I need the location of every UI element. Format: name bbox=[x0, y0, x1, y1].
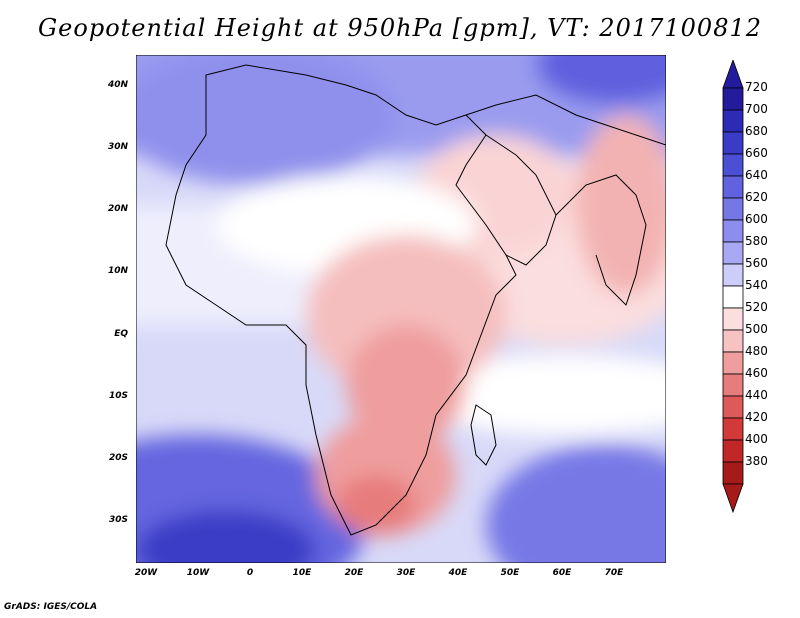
colorbar-label-440: 440 bbox=[745, 388, 768, 402]
colorbar-swatch-620 bbox=[722, 197, 744, 221]
colorbar-swatch-660 bbox=[722, 153, 744, 177]
lat-label-30s: 30S bbox=[108, 515, 128, 525]
lat-label-10n: 10N bbox=[107, 266, 128, 276]
colorbar-bottom-arrow bbox=[722, 483, 744, 514]
grads-credit: GrADS: IGES/COLA bbox=[4, 602, 98, 612]
colorbar-label-620: 620 bbox=[745, 190, 768, 204]
colorbar-swatch-440 bbox=[722, 395, 744, 419]
colorbar-swatch-680 bbox=[722, 131, 744, 155]
colorbar-swatch-380 bbox=[722, 461, 744, 485]
colorbar-label-560: 560 bbox=[745, 256, 768, 270]
lon-label-50e: 50E bbox=[500, 568, 520, 578]
colorbar-swatch-540 bbox=[722, 285, 744, 309]
lat-label-40n: 40N bbox=[107, 80, 128, 90]
lon-label-60e: 60E bbox=[552, 568, 572, 578]
coastline-outlines bbox=[165, 64, 666, 536]
colorbar-label-600: 600 bbox=[745, 212, 768, 226]
colorbar-swatch-580 bbox=[722, 241, 744, 265]
colorbar-swatch-480 bbox=[722, 351, 744, 375]
colorbar-top-arrow bbox=[722, 60, 744, 89]
colorbar-swatch-500 bbox=[722, 329, 744, 353]
colorbar-label-540: 540 bbox=[745, 278, 768, 292]
colorbar-swatch-600 bbox=[722, 219, 744, 243]
lon-label-10w: 10W bbox=[186, 568, 210, 578]
colorbar-swatch-460 bbox=[722, 373, 744, 397]
lat-label-10s: 10S bbox=[108, 391, 128, 401]
colorbar-label-400: 400 bbox=[745, 432, 768, 446]
colorbar-label-480: 480 bbox=[745, 344, 768, 358]
colorbar-swatch-700 bbox=[722, 109, 744, 133]
colorbar-label-380: 380 bbox=[745, 454, 768, 468]
chart-title: Geopotential Height at 950hPa [gpm], VT:… bbox=[38, 14, 762, 42]
colorbar-swatch-520 bbox=[722, 307, 744, 331]
lon-label-40e: 40E bbox=[448, 568, 468, 578]
colorbar-label-580: 580 bbox=[745, 234, 768, 248]
lat-label-30n: 30N bbox=[107, 142, 128, 152]
lon-label-20w: 20W bbox=[134, 568, 158, 578]
lat-label-20n: 20N bbox=[107, 204, 128, 214]
colorbar-label-640: 640 bbox=[745, 168, 768, 182]
colorbar-swatch-420 bbox=[722, 417, 744, 441]
colorbar-label-520: 520 bbox=[745, 300, 768, 314]
colorbar bbox=[722, 60, 744, 514]
colorbar-label-720: 720 bbox=[745, 80, 768, 94]
colorbar-swatch-720 bbox=[722, 87, 744, 111]
lon-label-30e: 30E bbox=[396, 568, 416, 578]
colorbar-label-660: 660 bbox=[745, 146, 768, 160]
colorbar-swatch-560 bbox=[722, 263, 744, 287]
colorbar-label-420: 420 bbox=[745, 410, 768, 424]
colorbar-swatch-640 bbox=[722, 175, 744, 199]
height-field-shading bbox=[136, 55, 666, 563]
colorbar-label-500: 500 bbox=[745, 322, 768, 336]
colorbar-label-460: 460 bbox=[745, 366, 768, 380]
lon-label-0: 0 bbox=[246, 568, 254, 578]
lat-label-20s: 20S bbox=[108, 453, 128, 463]
lon-label-70e: 70E bbox=[604, 568, 624, 578]
colorbar-label-700: 700 bbox=[745, 102, 768, 116]
lon-label-10e: 10E bbox=[292, 568, 312, 578]
lat-label-eq: EQ bbox=[114, 329, 128, 339]
colorbar-swatch-400 bbox=[722, 439, 744, 463]
colorbar-label-680: 680 bbox=[745, 124, 768, 138]
lon-label-20e: 20E bbox=[344, 568, 364, 578]
map-panel bbox=[136, 55, 666, 563]
